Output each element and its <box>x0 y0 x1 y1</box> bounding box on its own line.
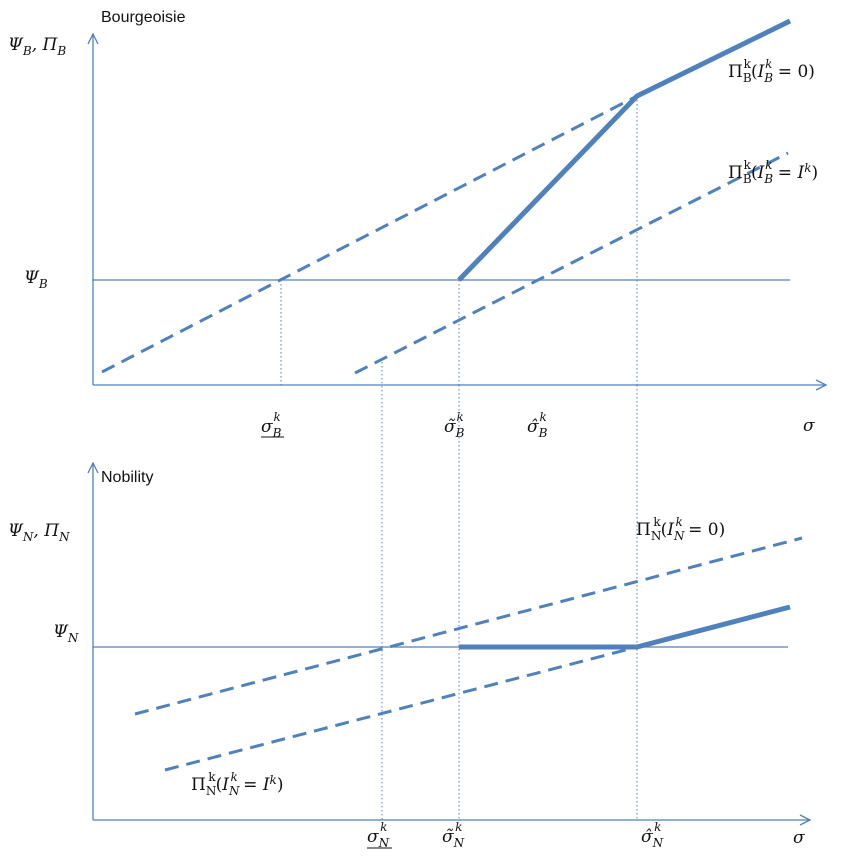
pi-n-ik-label: ΠNk(INk = Ik) <box>191 770 283 798</box>
tick-sigma-b-low: σBk <box>261 410 284 440</box>
pi-b-ik-dashed-curve <box>354 151 789 375</box>
bourgeoisie-y-axis-label: ΨB, ΠB <box>8 35 66 58</box>
bourgeoisie-panel: Bourgeoisie ΨB, ΠB ΨB σ σBk σ̃Bk σ̂Bk ΠB… <box>8 9 826 820</box>
tick-sigma-n-hat: σ̂Nk <box>641 820 664 850</box>
pi-n-i0-dashed-curve <box>134 536 803 716</box>
nobility-x-axis-label: σ <box>793 828 805 848</box>
svg-text:σBk: σBk <box>261 410 282 440</box>
pi-b-i0-label: ΠBk(IBk = 0) <box>728 57 815 85</box>
pi-b-ik-label: ΠBk(IBk = Ik) <box>728 158 818 186</box>
nobility-panel: Nobility ΨN, ΠN ΨN σ σNk σ̃Nk σ̂Nk ΠNk(I… <box>8 385 810 850</box>
psi-b-level-label: ΨB <box>24 268 48 291</box>
svg-text:σ̃Nk: σ̃Nk <box>442 820 465 850</box>
pi-n-ik-dashed-curve <box>164 645 638 772</box>
nobility-y-axis-label: ΨN, ΠN <box>8 521 70 544</box>
psi-n-level-label: ΨN <box>53 622 79 645</box>
tick-sigma-n-tilde: σ̃Nk <box>442 820 465 850</box>
tick-sigma-b-tilde: σ̃Bk <box>444 410 465 440</box>
bourgeoisie-title: Bourgeoisie <box>101 9 186 26</box>
pi-n-i0-label: ΠNk(INk = 0) <box>636 515 725 543</box>
bourgeoisie-x-axis-label: σ <box>803 416 815 436</box>
tick-sigma-n-low: σNk <box>367 820 392 850</box>
svg-text:σ̂Nk: σ̂Nk <box>641 820 664 850</box>
nobility-title: Nobility <box>101 469 153 486</box>
svg-text:σ̂Bk: σ̂Bk <box>527 410 548 440</box>
svg-text:σNk: σNk <box>367 820 390 850</box>
bourgeoisie-payoff-envelope <box>457 18 792 282</box>
svg-text:σ̃Bk: σ̃Bk <box>444 410 465 440</box>
tick-sigma-b-hat: σ̂Bk <box>527 410 548 440</box>
pi-b-i0-dashed-curve <box>101 94 638 374</box>
nobility-payoff-envelope <box>459 604 791 650</box>
